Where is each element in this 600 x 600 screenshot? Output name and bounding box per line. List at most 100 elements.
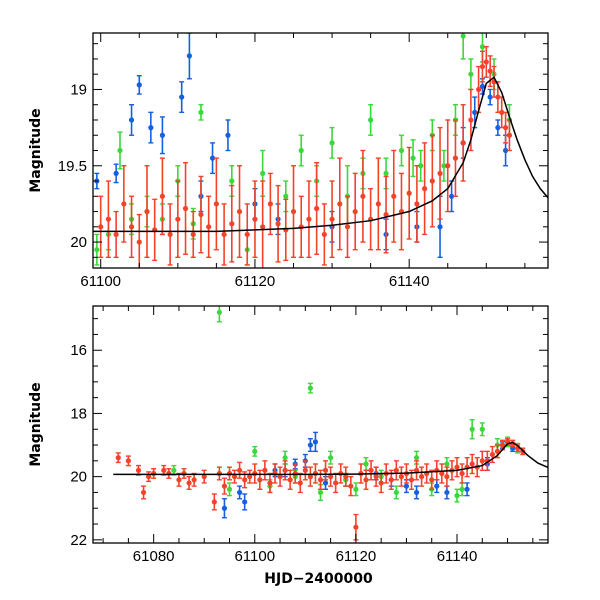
data-point xyxy=(275,184,281,263)
data-point xyxy=(506,119,513,152)
data-point xyxy=(247,469,253,484)
data-point xyxy=(237,461,243,479)
data-point xyxy=(262,460,268,481)
data-point xyxy=(317,469,324,490)
data-point xyxy=(226,466,233,481)
data-point xyxy=(502,111,509,144)
data-point xyxy=(444,485,450,500)
data-point xyxy=(375,157,381,251)
data-point xyxy=(333,472,339,494)
data-point xyxy=(452,119,459,197)
data-point xyxy=(206,195,212,259)
data-point xyxy=(94,233,100,266)
data-point xyxy=(277,466,283,487)
data-point xyxy=(391,149,397,243)
y-axis-title: Magnitude xyxy=(28,382,44,466)
data-point xyxy=(328,466,334,487)
data-point xyxy=(414,165,420,243)
data-point xyxy=(410,139,416,178)
model-curve xyxy=(93,76,548,233)
data-point xyxy=(190,210,196,259)
data-point xyxy=(419,466,425,487)
data-point xyxy=(151,468,157,479)
data-point xyxy=(302,460,308,481)
data-point xyxy=(252,180,258,259)
data-point xyxy=(307,438,313,453)
data-point xyxy=(198,104,204,121)
data-point xyxy=(148,111,154,144)
data-point xyxy=(352,172,358,251)
data-point xyxy=(175,180,181,259)
data-point xyxy=(360,149,366,243)
data-point xyxy=(252,445,258,457)
data-point xyxy=(344,195,351,259)
data-point xyxy=(322,460,329,481)
data-point xyxy=(321,203,327,266)
data-point xyxy=(260,180,266,268)
data-point xyxy=(388,469,394,490)
data-point xyxy=(297,472,303,494)
y-tick-label: 18 xyxy=(70,405,87,422)
plot-frame xyxy=(92,32,549,269)
data-point xyxy=(298,195,304,259)
data-point xyxy=(398,134,405,167)
data-point xyxy=(483,46,489,78)
data-point xyxy=(292,463,298,484)
plot-frame xyxy=(92,305,549,544)
data-point xyxy=(368,104,374,136)
data-point xyxy=(429,469,435,490)
data-point xyxy=(115,452,121,464)
data-point xyxy=(343,466,349,487)
data-point xyxy=(272,463,278,484)
x-tick-label: 61080 xyxy=(133,548,175,565)
data-point xyxy=(121,165,127,243)
x-tick-label: 61140 xyxy=(389,273,430,290)
data-point xyxy=(283,198,289,262)
data-point xyxy=(510,439,516,448)
data-point xyxy=(152,198,158,262)
data-point xyxy=(136,213,142,268)
data-point xyxy=(445,119,451,213)
data-point xyxy=(128,104,135,136)
data-point xyxy=(368,187,374,251)
data-point xyxy=(469,453,475,475)
data-point xyxy=(237,485,243,500)
series-green xyxy=(171,306,521,503)
series-red xyxy=(98,46,513,268)
data-point xyxy=(287,469,293,490)
data-point xyxy=(229,184,235,263)
data-point xyxy=(454,488,460,503)
data-point xyxy=(363,456,369,472)
data-point xyxy=(140,485,147,500)
data-point xyxy=(312,463,319,484)
data-point xyxy=(221,477,228,495)
data-point xyxy=(216,466,222,481)
data-point xyxy=(368,460,374,481)
data-point xyxy=(159,116,166,155)
data-point xyxy=(459,463,465,484)
data-point xyxy=(487,88,493,106)
data-point xyxy=(437,126,443,220)
y-tick-label: 16 xyxy=(70,342,87,359)
data-point xyxy=(373,466,379,487)
data-point xyxy=(191,472,197,487)
data-point xyxy=(337,157,343,251)
data-point xyxy=(182,162,189,255)
data-point xyxy=(487,55,493,88)
data-point xyxy=(113,210,119,259)
data-point xyxy=(413,460,420,481)
y-axis-title: Magnitude xyxy=(28,108,44,192)
data-point xyxy=(479,78,486,95)
top-panel: 61100 61120 61140 19 19.5 20 Magnitude xyxy=(28,32,549,290)
data-point xyxy=(176,472,182,487)
data-point xyxy=(418,149,424,182)
data-point xyxy=(489,445,495,464)
data-point xyxy=(454,456,460,478)
data-point xyxy=(495,119,501,136)
data-point xyxy=(161,464,167,476)
data-point xyxy=(257,469,263,490)
data-layer xyxy=(93,33,548,268)
data-point xyxy=(312,431,319,453)
data-point xyxy=(449,180,455,213)
data-point xyxy=(221,203,227,266)
